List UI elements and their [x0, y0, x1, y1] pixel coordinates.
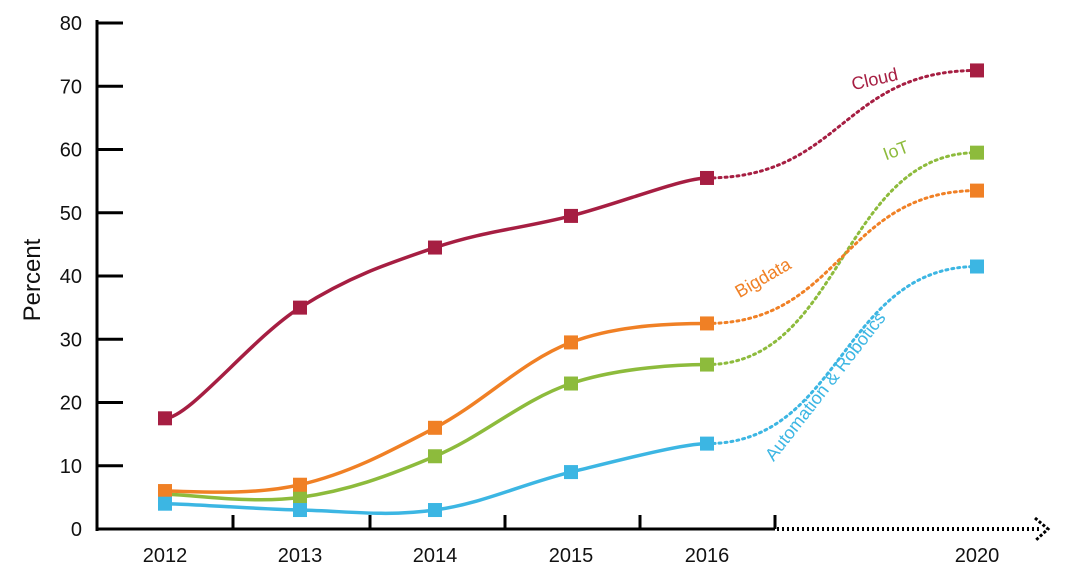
data-point [970, 145, 984, 160]
data-point [970, 259, 984, 274]
y-tick-label: 80 [60, 13, 82, 35]
series-projection-iot [705, 151, 979, 367]
data-point [293, 490, 307, 505]
data-point [293, 503, 307, 518]
x-axis-arrow [1033, 516, 1051, 543]
y-axis-title: Percent [19, 238, 46, 321]
data-point [428, 503, 442, 518]
y-tick-label: 50 [60, 203, 82, 225]
series-label: Bigdata [732, 253, 796, 301]
data-point [700, 357, 714, 372]
series-label: IoT [880, 137, 911, 165]
series-projection-cloud [705, 68, 979, 180]
data-point [293, 477, 307, 492]
x-tick-label: 2014 [413, 545, 458, 567]
y-tick-label: 10 [60, 456, 82, 478]
data-point [428, 420, 442, 435]
y-tick-label: 0 [71, 519, 82, 541]
y-tick-label: 30 [60, 329, 82, 351]
data-point [158, 411, 172, 426]
y-tick-label: 40 [60, 266, 82, 288]
data-point [158, 484, 172, 499]
data-point [564, 376, 578, 391]
series-line-bigdata [163, 321, 709, 494]
data-point [970, 63, 984, 78]
series-label: Automation & Robotics [761, 308, 889, 465]
data-point [564, 465, 578, 480]
series-projection-bigdata [705, 189, 979, 325]
data-point [564, 335, 578, 350]
data-point [700, 316, 714, 331]
data-point [564, 208, 578, 223]
data-point [293, 300, 307, 315]
x-tick-label: 2013 [278, 545, 323, 567]
series-lines [163, 68, 979, 516]
data-point [700, 170, 714, 185]
series-markers [158, 63, 984, 518]
y-tick-label: 70 [60, 76, 82, 98]
x-tick-label: 2012 [143, 545, 188, 567]
data-point [158, 496, 172, 511]
data-point [970, 183, 984, 198]
data-point [700, 436, 714, 451]
data-point [428, 449, 442, 464]
series-line-cloud [163, 176, 709, 421]
y-tick-label: 20 [60, 393, 82, 415]
axes: 0 10 20 30 40 50 60 70 80 Percent 2012 2013 2014 2015… [19, 13, 1051, 567]
data-point [428, 240, 442, 255]
x-tick-label: 2015 [549, 545, 594, 567]
y-tick-label: 60 [60, 140, 82, 162]
x-tick-label: 2016 [685, 545, 730, 567]
x-tick-label: 2020 [955, 545, 1000, 567]
series-projection-automation-robotics [705, 265, 979, 446]
